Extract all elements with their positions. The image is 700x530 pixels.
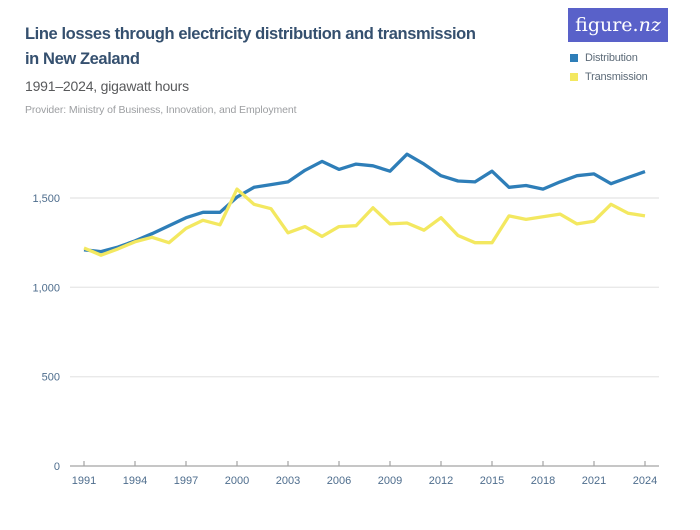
x-tick-label: 2006 [327, 475, 351, 487]
x-tick-label: 2003 [276, 475, 300, 487]
x-tick-label: 2012 [429, 475, 453, 487]
title-line-1: Line losses through electricity distribu… [25, 25, 476, 43]
x-tick-label: 2018 [531, 475, 555, 487]
legend-item-transmission: Transmission [570, 71, 648, 83]
y-tick-label: 1,500 [32, 193, 60, 205]
page-title: Line losses through electricity distribu… [25, 22, 560, 72]
legend-label: Transmission [585, 71, 648, 83]
legend-label: Distribution [585, 52, 638, 64]
legend-item-distribution: Distribution [570, 52, 648, 64]
x-tick-label: 2015 [480, 475, 504, 487]
chart-subtitle: 1991–2024, gigawatt hours [25, 78, 189, 94]
y-tick-label: 500 [42, 372, 60, 384]
provider-attribution: Provider: Ministry of Business, Innovati… [25, 104, 297, 116]
x-tick-label: 1991 [72, 475, 96, 487]
x-tick-label: 1994 [123, 475, 147, 487]
x-tick-label: 2021 [582, 475, 606, 487]
title-line-2: in New Zealand [25, 50, 140, 68]
logo-text-accent: nz [638, 14, 661, 36]
legend: Distribution Transmission [570, 52, 648, 90]
x-tick-label: 1997 [174, 475, 198, 487]
y-tick-label: 1,000 [32, 282, 60, 294]
figure-nz-logo[interactable]: figure. nz [568, 8, 668, 42]
y-tick-label: 0 [54, 461, 60, 473]
transmission-series-line [83, 187, 646, 257]
x-tick-label: 2024 [633, 475, 657, 487]
logo-text: figure. [575, 14, 639, 36]
transmission-swatch-icon [570, 73, 578, 81]
x-tick-label: 2000 [225, 475, 249, 487]
distribution-series-line [83, 152, 646, 254]
distribution-swatch-icon [570, 54, 578, 62]
x-tick-label: 2009 [378, 475, 402, 487]
